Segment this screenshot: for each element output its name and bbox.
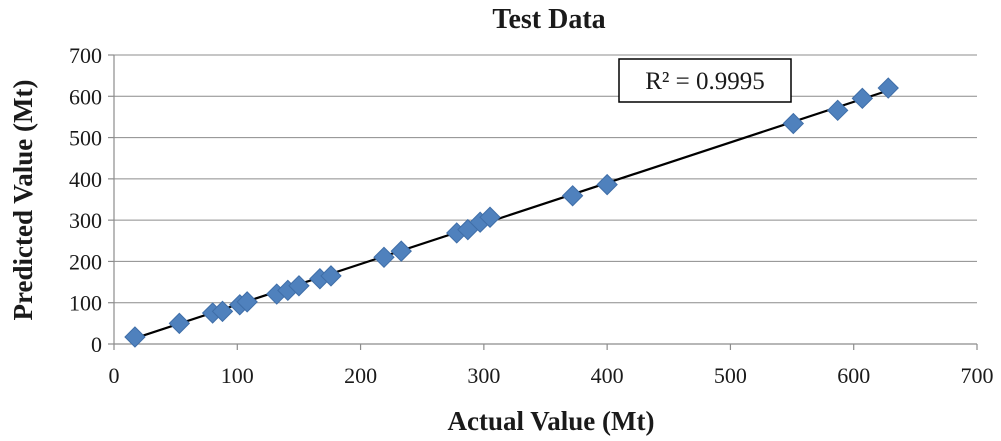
y-tick-label-400: 400	[69, 167, 102, 192]
x-tick-label-0: 0	[109, 363, 120, 388]
y-tick-label-500: 500	[69, 126, 102, 151]
r-squared-box-frame	[618, 58, 792, 103]
x-tick-label-600: 600	[837, 363, 870, 388]
gridlines	[114, 54, 977, 304]
y-tick-label-100: 100	[69, 291, 102, 316]
x-tick-labels: 0 100 200 300 400 500 600 700	[109, 363, 994, 388]
data-point-16	[479, 206, 501, 228]
data-point-5	[236, 291, 258, 313]
y-axis-label: Predicted Value (Mt)	[8, 80, 38, 321]
data-point-1	[168, 312, 191, 335]
x-tick-label-100: 100	[221, 363, 254, 388]
data-point-21	[851, 87, 874, 110]
trendline	[132, 89, 889, 341]
data-point-3	[211, 300, 234, 323]
data-points	[124, 77, 899, 348]
x-tick-label-500: 500	[714, 363, 747, 388]
data-point-12	[390, 240, 412, 262]
y-tick-label-600: 600	[69, 84, 102, 109]
y-tick-label-200: 200	[69, 249, 102, 274]
r-squared-box: R² = 0.9995	[618, 58, 792, 103]
data-point-20	[826, 99, 849, 122]
y-tick-label-700: 700	[69, 43, 102, 68]
x-tick-label-400: 400	[591, 363, 624, 388]
data-point-17	[561, 185, 584, 207]
r-squared-label: R² = 0.9995	[645, 68, 765, 95]
data-point-0	[124, 326, 146, 348]
data-point-11	[373, 246, 395, 269]
y-tick-labels: 0 100 200 300 400 500 600 700	[69, 43, 102, 357]
x-axis-label: Actual Value (Mt)	[448, 406, 655, 436]
data-point-10	[320, 265, 342, 287]
data-point-22	[877, 77, 899, 99]
data-point-18	[596, 173, 618, 196]
chart-title: Test Data	[492, 4, 605, 35]
x-tick-label-200: 200	[344, 363, 377, 388]
y-tick-label-300: 300	[69, 208, 102, 233]
data-point-8	[288, 275, 310, 297]
x-tick-label-700: 700	[961, 363, 994, 388]
x-tick-label-300: 300	[467, 363, 500, 388]
y-tick-label-0: 0	[91, 332, 102, 357]
data-point-19	[782, 112, 805, 135]
axes	[108, 54, 978, 350]
